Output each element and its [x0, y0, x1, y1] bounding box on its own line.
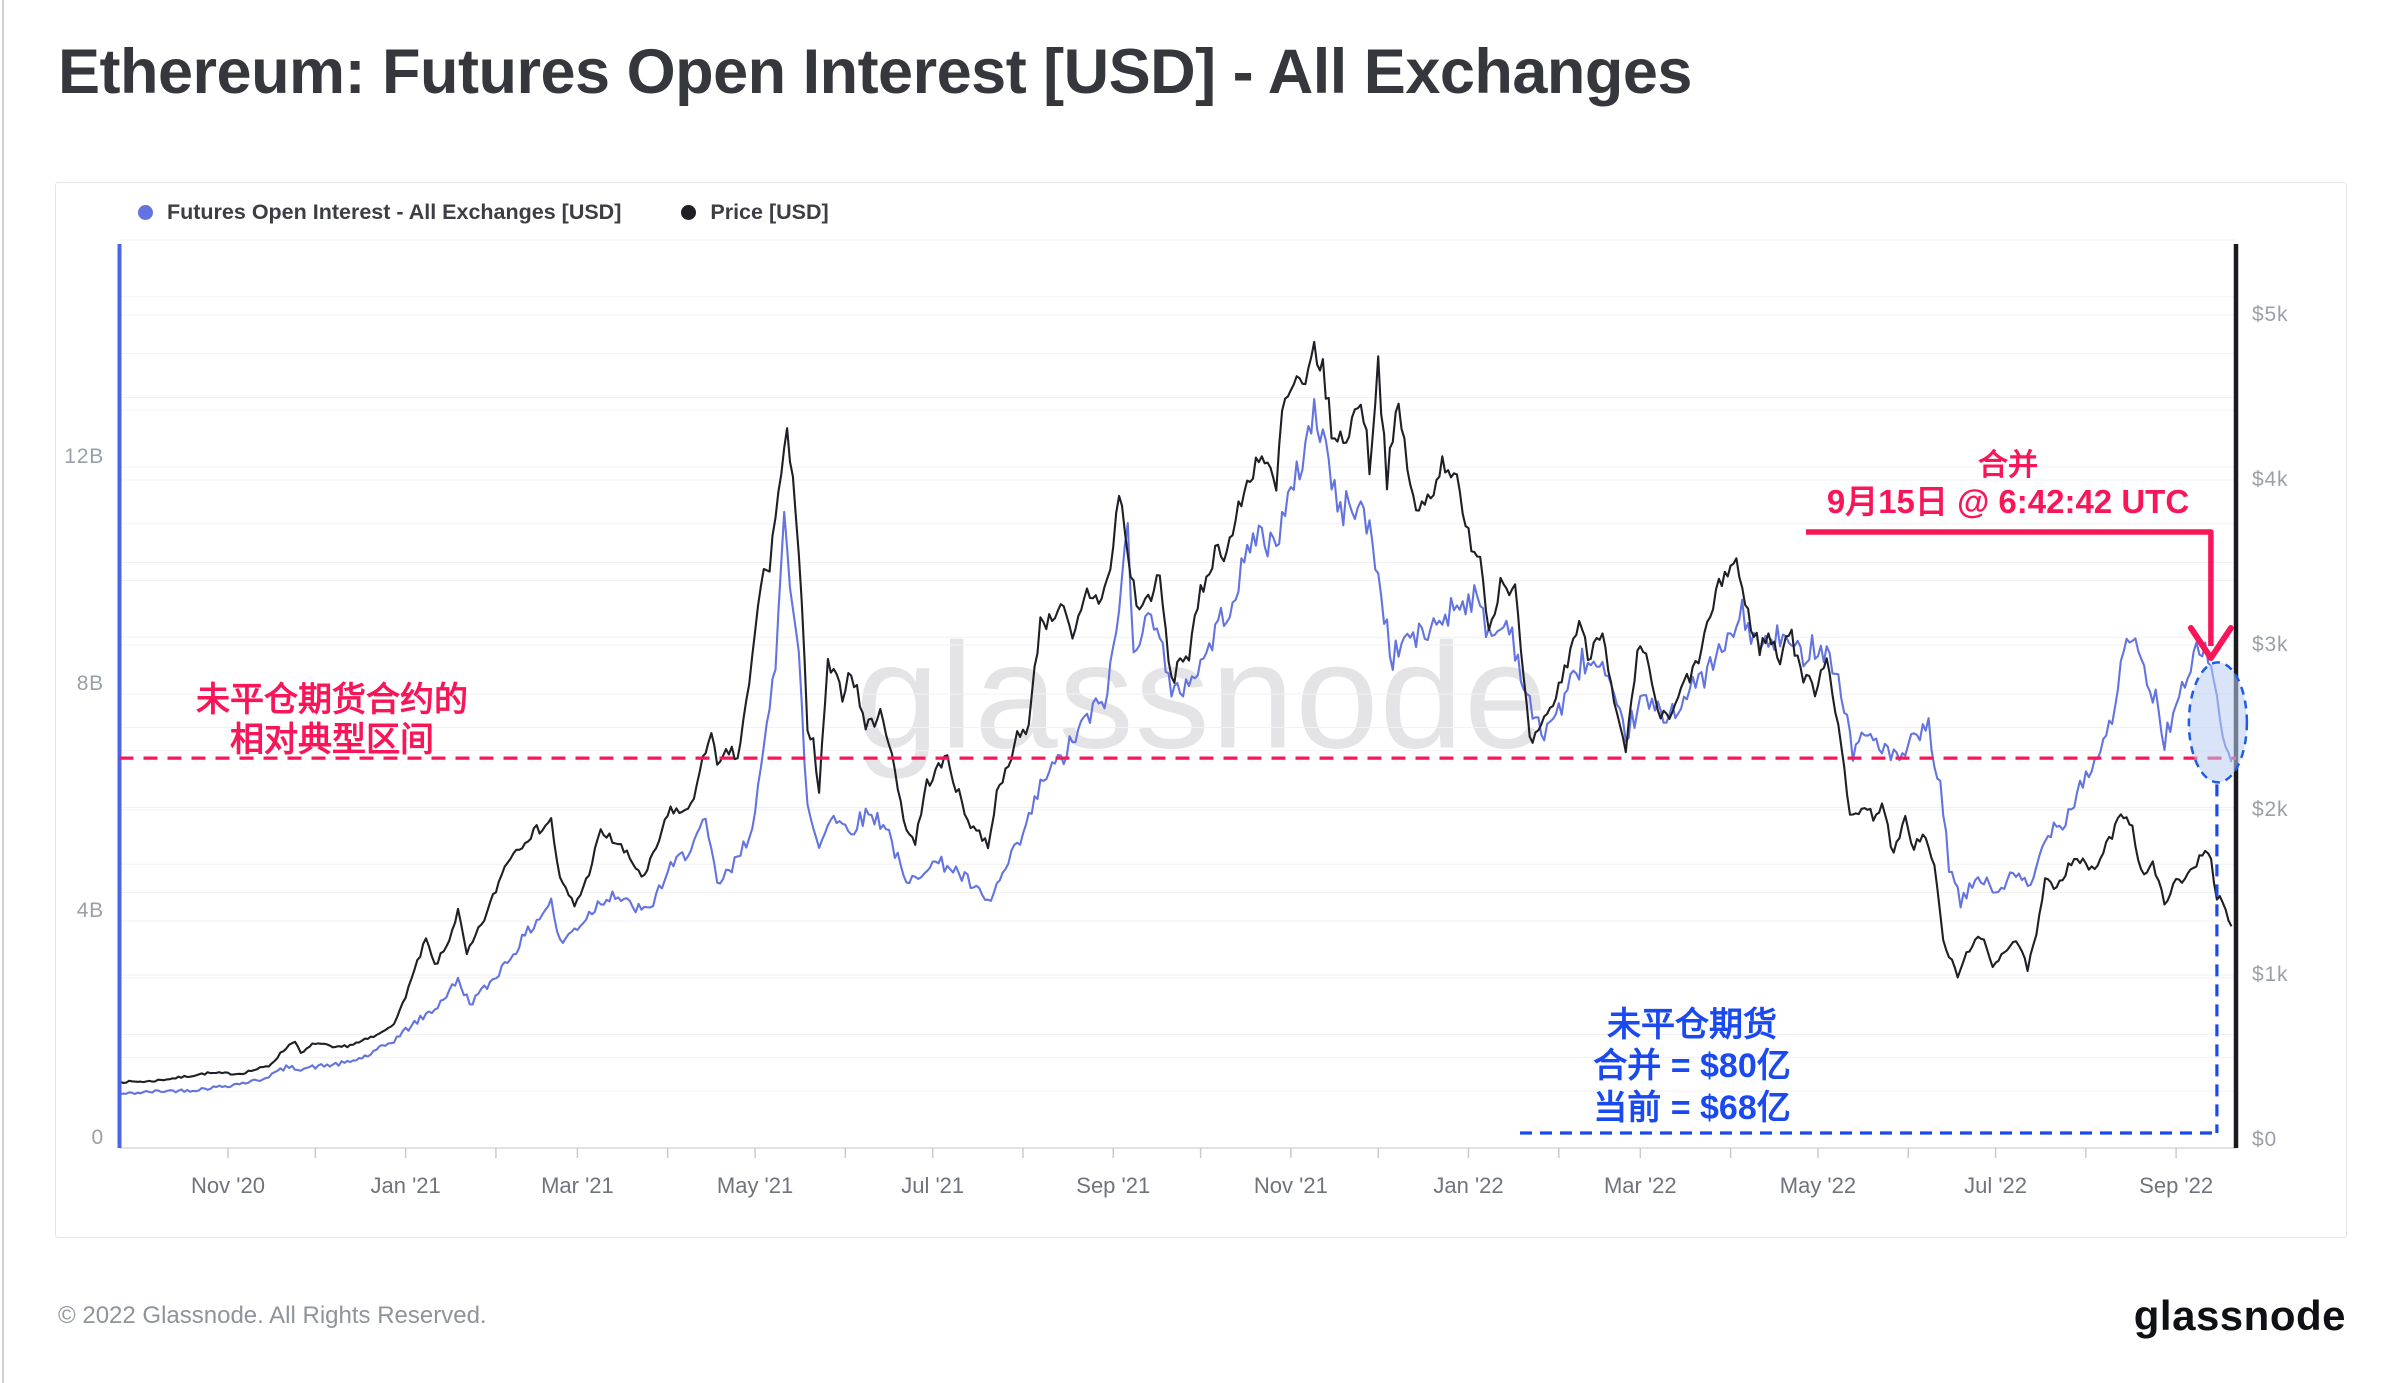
left-edge-divider — [2, 0, 4, 1383]
open-interest-note-line3: 当前 = $68亿 — [1593, 1088, 1791, 1127]
price-series-legend-dot-icon — [681, 205, 697, 220]
open-interest-line — [120, 398, 2233, 1096]
glassnode-watermark: glassnode — [855, 611, 1549, 780]
merge-annotation-datetime: 9月15日 @ 6:42:42 UTC — [1826, 483, 2190, 521]
price-line — [119, 340, 2233, 1084]
chart-card — [55, 182, 2347, 1238]
open-interest-note-line1: 未平仓期货 — [1606, 1005, 1777, 1044]
typical-range-annotation-line1: 未平仓期货合约的 — [196, 680, 468, 719]
merge-annotation-title: 合并 — [1978, 448, 2038, 482]
chart-legend: Futures Open Interest - All Exchanges [U… — [138, 200, 829, 225]
price-series-legend-label[interactable]: Price [USD] — [710, 200, 829, 224]
oi-series-legend-label[interactable]: Futures Open Interest - All Exchanges [U… — [167, 200, 622, 224]
typical-range-annotation: 未平仓期货合约的 相对典型区间 — [196, 680, 468, 760]
typical-range-annotation-line2: 相对典型区间 — [230, 721, 434, 759]
open-interest-note-annotation: 未平仓期货 合并 = $80亿 当前 = $68亿 — [1593, 1005, 1790, 1129]
oi-series-legend-dot-icon — [138, 205, 153, 220]
merge-arrow — [1806, 529, 2234, 661]
merge-annotation: 合并 9月15日 @ 6:42:42 UTC — [1827, 448, 2189, 522]
copyright-text: © 2022 Glassnode. All Rights Reserved. — [58, 1302, 487, 1329]
glassnode-logo[interactable]: glassnode — [2133, 1292, 2346, 1339]
merge-highlight-ellipse — [2187, 661, 2249, 784]
open-interest-note-line2: 合并 = $80亿 — [1593, 1047, 1791, 1086]
page-title: Ethereum: Futures Open Interest [USD] - … — [58, 37, 1692, 107]
